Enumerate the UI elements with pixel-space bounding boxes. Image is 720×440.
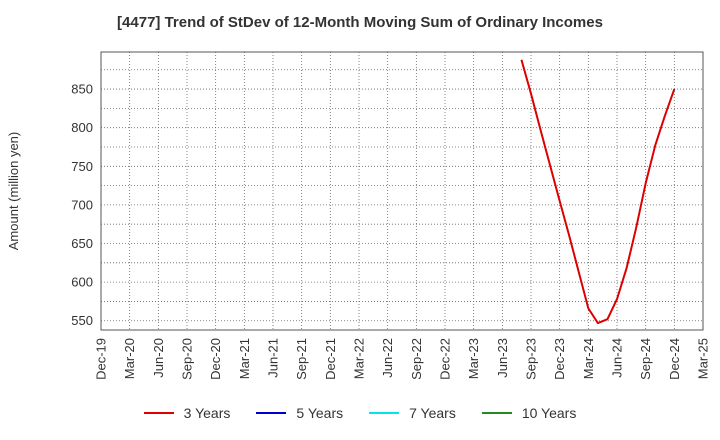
x-tick-label: Sep-24 (638, 338, 653, 380)
legend-swatch (256, 412, 287, 414)
x-tick-label: Dec-20 (208, 338, 223, 380)
chart-title: [4477] Trend of StDev of 12-Month Moving… (117, 14, 603, 31)
x-tick-label: Jun-22 (380, 338, 395, 378)
x-tick-label: Mar-24 (581, 338, 596, 379)
plot-area (101, 52, 703, 330)
x-tick-label: Sep-21 (294, 338, 309, 380)
legend-swatch (369, 412, 400, 414)
y-axis-label: Amount (million yen) (6, 132, 21, 251)
x-tick-labels: Dec-19 Mar-20 Jun-20 Sep-20 Dec-20 Mar-21 Jun-… (94, 338, 711, 380)
x-tick-label: Sep-22 (409, 338, 424, 380)
plot-border (100, 51, 704, 331)
y-tick-label: 600 (71, 275, 93, 290)
x-tick-label: Jun-24 (610, 338, 625, 378)
x-tick-label: Sep-23 (524, 338, 539, 380)
y-tick-label: 550 (71, 313, 93, 328)
x-tick-label: Mar-20 (122, 338, 137, 379)
legend-item: 7 Years (369, 405, 456, 421)
x-tick-label: Jun-20 (151, 338, 166, 378)
series-layer (520, 59, 676, 325)
x-tick-label: Dec-22 (438, 338, 453, 380)
x-tick-label: Dec-19 (94, 338, 109, 380)
legend-item: 3 Years (143, 405, 231, 421)
legend-item: 10 Years (481, 405, 577, 421)
legend: 3 Years 5 Years 7 Years 10 Years (0, 405, 720, 421)
legend-label: 3 Years (183, 405, 231, 421)
x-tick-label: Mar-22 (352, 338, 367, 379)
y-tick-label: 700 (71, 197, 93, 212)
y-tick-label: 650 (71, 236, 93, 251)
y-tick-label: 800 (71, 120, 93, 135)
x-tick-label: Mar-23 (466, 338, 481, 379)
legend-item: 5 Years (256, 405, 343, 421)
x-tick-label: Mar-21 (237, 338, 252, 379)
x-tick-label: Mar-25 (696, 338, 711, 379)
legend-label: 7 Years (409, 405, 456, 421)
x-tick-label: Sep-20 (180, 338, 195, 380)
legend-label: 5 Years (296, 405, 344, 421)
x-tick-label: Dec-21 (323, 338, 338, 380)
legend-swatch (481, 412, 512, 414)
x-tick-label: Jun-21 (266, 338, 281, 378)
y-tick-label: 750 (71, 159, 93, 174)
legend-swatch (143, 412, 174, 414)
x-tick-label: Dec-23 (552, 338, 567, 380)
y-tick-label: 850 (71, 82, 93, 97)
legend-label: 10 Years (521, 405, 577, 421)
x-tick-label: Jun-23 (495, 338, 510, 378)
grid-layer (100, 52, 704, 330)
x-tick-label: Dec-24 (667, 338, 682, 380)
series-line-3-years (520, 59, 676, 325)
y-tick-labels: 550 600 650 700 750 800 850 (71, 82, 93, 329)
